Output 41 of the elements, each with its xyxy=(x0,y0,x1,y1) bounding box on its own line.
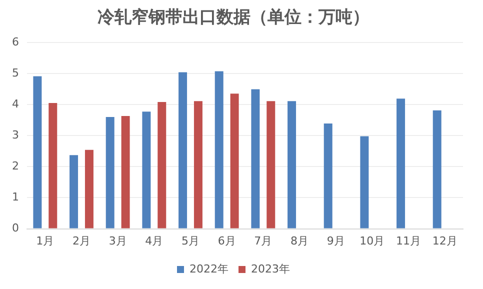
x-tick-label: 3月 xyxy=(108,234,127,248)
bar xyxy=(178,72,188,228)
x-tick-label: 8月 xyxy=(290,234,308,248)
legend-label: 2022年 xyxy=(190,262,229,276)
chart-title: 冷轧窄钢带出口数据（单位：万吨） xyxy=(98,8,370,28)
bar xyxy=(288,101,296,228)
bar xyxy=(84,150,94,228)
bar xyxy=(70,155,78,228)
x-tick-label: 6月 xyxy=(218,234,236,248)
bar xyxy=(142,112,151,228)
x-tick-label: 2月 xyxy=(72,234,90,248)
bar xyxy=(396,98,406,228)
y-tick-label: 2 xyxy=(12,160,19,173)
y-tick-label: 6 xyxy=(12,35,19,48)
y-tick-label: 3 xyxy=(12,128,19,142)
bar xyxy=(266,101,276,228)
bar xyxy=(432,110,442,228)
x-tick-label: 10月 xyxy=(360,234,385,248)
bar xyxy=(214,71,224,228)
bar xyxy=(230,94,239,228)
y-tick-label: 5 xyxy=(12,66,19,80)
bar xyxy=(158,102,166,228)
y-tick-label: 4 xyxy=(12,97,19,110)
x-tick-label: 4月 xyxy=(145,234,164,248)
bar xyxy=(121,116,130,228)
x-tick-label: 12月 xyxy=(432,234,458,248)
y-tick-label: 1 xyxy=(12,190,19,204)
x-tick-label: 7月 xyxy=(254,234,272,248)
bar xyxy=(194,101,202,228)
bar xyxy=(48,102,58,228)
bar xyxy=(324,123,332,228)
bar xyxy=(251,89,260,228)
x-tick-label: 9月 xyxy=(326,234,345,248)
x-tick-label: 5月 xyxy=(182,234,200,248)
legend-label: 2023年 xyxy=(251,262,290,276)
bar xyxy=(360,136,369,228)
y-tick-label: 0 xyxy=(12,222,19,235)
x-tick-label: 11月 xyxy=(396,234,421,248)
bar xyxy=(106,116,114,228)
x-tick-label: 1月 xyxy=(36,234,54,248)
bar xyxy=(33,76,42,228)
